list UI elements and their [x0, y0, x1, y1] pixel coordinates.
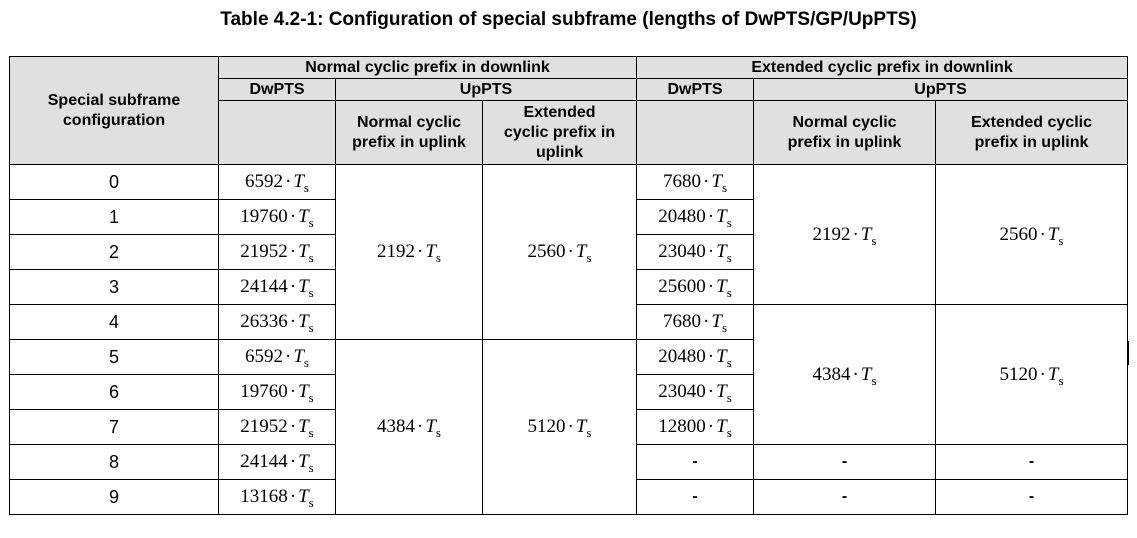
header-normal-dl: Normal cyclic prefix in downlink	[217, 56, 638, 79]
extended-dwpts-cell: 23040 · Ts	[636, 234, 755, 270]
extended-dwpts-cell: 20480 · Ts	[636, 199, 755, 235]
extended-dwpts-cell: 23040 · Ts	[636, 374, 755, 410]
normal-dl-ecp-ul-cell: 5120 · Ts	[481, 339, 638, 515]
config-cell: 1	[9, 199, 219, 235]
config-cell: 2	[9, 234, 219, 270]
config-cell: 5	[9, 339, 219, 375]
normal-dwpts-cell: 19760 · Ts	[218, 374, 336, 410]
header-ncp-ul-normal: Normal cyclic prefix in uplink	[335, 100, 483, 165]
table-row: 3 24144 · Ts 25600 · Ts	[9, 269, 1128, 305]
extended-dl-ecp-ul-cell: -	[935, 444, 1129, 480]
config-cell: 0	[9, 164, 219, 200]
table-row: 8 24144 · Ts - - -	[9, 444, 1129, 480]
normal-dwpts-cell: 26336 · Ts	[218, 304, 336, 340]
header-ecp-ul-normal: Extended cyclic prefix in uplink	[481, 100, 638, 165]
normal-dwpts-cell: 6592 · Ts	[218, 164, 336, 200]
header-uppts-normal: UpPTS	[334, 78, 638, 101]
normal-dwpts-cell: 24144 · Ts	[218, 444, 336, 480]
extended-dl-ecp-ul-cell: 5120 · Ts	[935, 304, 1129, 445]
extended-dl-ncp-ul-cell: 4384 · Ts	[753, 304, 937, 445]
normal-dwpts-cell: 6592 · Ts	[218, 339, 336, 375]
special-subframe-table: Special subframe configuration Normal cy…	[9, 56, 1129, 515]
normal-dwpts-cell: 24144 · Ts	[218, 269, 336, 305]
header-extended-dl: Extended cyclic prefix in downlink	[636, 56, 1129, 79]
extended-dwpts-cell: -	[636, 444, 755, 480]
extended-dwpts-cell: 25600 · Ts	[636, 269, 755, 305]
table-row: 2 21952 · Ts 23040 · Ts	[9, 234, 1128, 270]
extended-dwpts-cell: -	[636, 479, 755, 515]
header-empty-extended	[636, 100, 755, 165]
extended-dwpts-cell: 7680 · Ts	[636, 164, 755, 200]
config-cell: 3	[9, 269, 219, 305]
header-ncp-ul-extended: Normal cyclic prefix in uplink	[753, 100, 937, 165]
normal-dl-ncp-ul-cell: 4384 · Ts	[335, 339, 483, 515]
config-cell: 7	[9, 409, 219, 445]
normal-dwpts-cell: 19760 · Ts	[218, 199, 336, 235]
header-dwpts-normal: DwPTS	[218, 78, 336, 101]
normal-dl-ecp-ul-cell: 2560 · Ts	[481, 164, 638, 340]
extended-dl-ncp-ul-cell: -	[753, 479, 937, 515]
header-ecp-ul-extended: Extended cyclic prefix in uplink	[935, 100, 1129, 165]
extended-dl-ncp-ul-cell: -	[753, 444, 937, 480]
config-cell: 4	[9, 304, 219, 340]
table-title: Table 4.2-1: Configuration of special su…	[220, 9, 917, 30]
config-cell: 8	[9, 444, 219, 480]
header-empty-normal	[218, 100, 336, 165]
table-row: 4 26336 · Ts 7680 · Ts 4384 · Ts 5120 · Ts	[9, 304, 1129, 445]
extended-dwpts-cell: 12800 · Ts	[636, 409, 755, 445]
normal-dwpts-cell: 13168 · Ts	[218, 479, 336, 515]
header-config: Special subframe configuration	[9, 56, 219, 165]
extended-dl-ecp-ul-cell: -	[935, 479, 1129, 515]
config-cell: 6	[9, 374, 219, 410]
normal-dwpts-cell: 21952 · Ts	[218, 234, 336, 270]
header-dwpts-extended: DwPTS	[636, 78, 755, 101]
normal-dl-ncp-ul-cell: 2192 · Ts	[335, 164, 483, 340]
header-uppts-extended: UpPTS	[753, 78, 1129, 101]
extended-dwpts-cell: 20480 · Ts	[636, 339, 755, 375]
config-cell: 9	[9, 479, 219, 515]
extended-dwpts-cell: 7680 · Ts	[636, 304, 755, 340]
text-cursor-icon	[1127, 341, 1129, 365]
table-row: 0 6592 · Ts 2192 · Ts 2560 · Ts 7680 · Ts 2192 · T…	[9, 164, 1129, 340]
extended-dl-ncp-ul-cell: 2192 · Ts	[753, 164, 937, 305]
table-row: 9 13168 · Ts - - -	[9, 479, 1129, 515]
table-row: 5 6592 · Ts 4384 · Ts 5120 · Ts 20480 · Ts	[9, 339, 1128, 515]
extended-dl-ecp-ul-cell: 2560 · Ts	[935, 164, 1129, 305]
normal-dwpts-cell: 21952 · Ts	[218, 409, 336, 445]
